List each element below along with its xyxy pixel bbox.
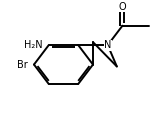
Text: O: O bbox=[119, 2, 126, 12]
Text: H₂N: H₂N bbox=[24, 40, 43, 50]
Text: Br: Br bbox=[17, 60, 28, 70]
Text: N: N bbox=[104, 40, 111, 50]
